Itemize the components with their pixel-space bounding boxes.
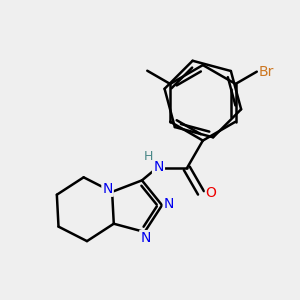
Text: N: N bbox=[102, 182, 113, 196]
Text: H: H bbox=[144, 150, 153, 163]
Text: O: O bbox=[206, 186, 216, 200]
Text: Br: Br bbox=[259, 65, 274, 79]
Text: N: N bbox=[140, 231, 151, 245]
Text: N: N bbox=[164, 197, 174, 211]
Text: N: N bbox=[153, 160, 164, 174]
